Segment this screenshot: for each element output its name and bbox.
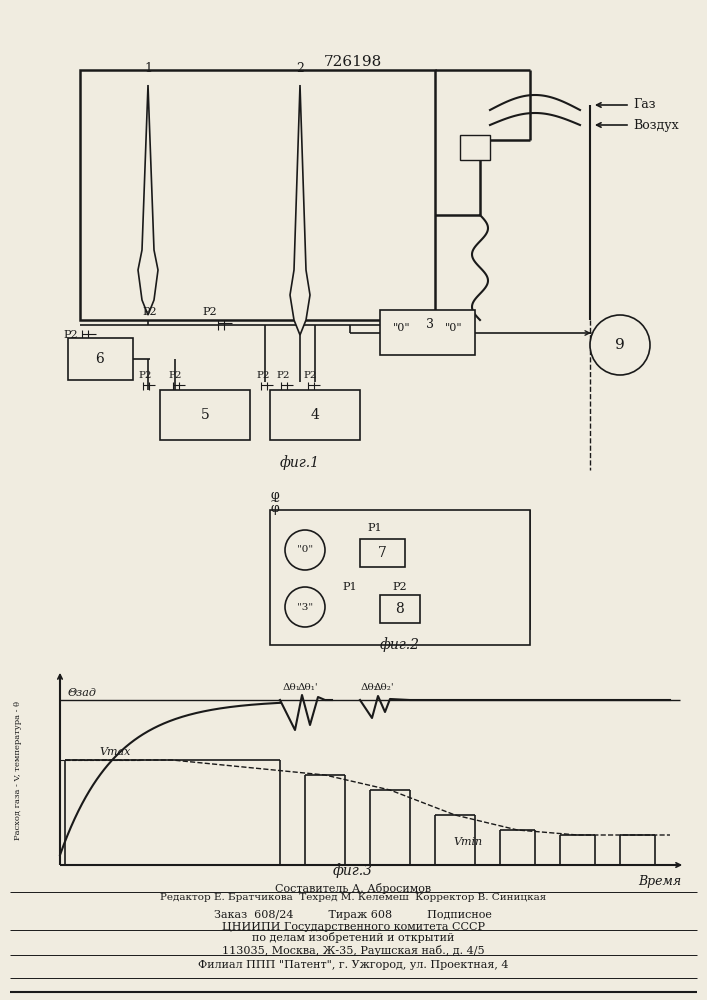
- Bar: [380, 310, 475, 355]
- Text: P1: P1: [343, 582, 357, 592]
- Text: Воздух: Воздух: [633, 118, 679, 131]
- Bar: [160, 390, 250, 440]
- Circle shape: [285, 530, 325, 570]
- Text: "3": "3": [297, 602, 313, 611]
- Text: P2: P2: [392, 582, 407, 592]
- Text: Δθ₂: Δθ₂: [361, 683, 379, 692]
- Text: φ: φ: [271, 502, 279, 515]
- Text: 5: 5: [201, 408, 209, 422]
- Polygon shape: [290, 85, 310, 335]
- Text: φ: φ: [271, 489, 279, 502]
- Bar: [460, 135, 490, 160]
- Text: Газ: Газ: [633, 98, 655, 111]
- Text: Составитель А. Абросимов: Составитель А. Абросимов: [275, 883, 431, 894]
- Text: P2: P2: [203, 307, 217, 317]
- Text: по делам изобретений и открытий: по делам изобретений и открытий: [252, 932, 454, 943]
- Bar: [270, 390, 360, 440]
- Text: Δθ₁': Δθ₁': [298, 683, 318, 692]
- Text: 4: 4: [310, 408, 320, 422]
- Text: Расход газа - V, температура - θ: Расход газа - V, температура - θ: [14, 701, 22, 840]
- Text: Vmin: Vmin: [453, 837, 482, 847]
- Text: P2: P2: [303, 371, 317, 380]
- Text: Заказ  608/24          Тираж 608          Подписное: Заказ 608/24 Тираж 608 Подписное: [214, 910, 492, 920]
- Bar: [68, 338, 133, 380]
- Text: 6: 6: [95, 352, 105, 366]
- Text: Филиал ППП "Патент", г. Ужгород, ул. Проектная, 4: Филиал ППП "Патент", г. Ужгород, ул. Про…: [198, 960, 508, 970]
- Text: Δθ₂': Δθ₂': [374, 683, 395, 692]
- Text: 3: 3: [426, 318, 434, 332]
- Text: P2: P2: [143, 307, 158, 317]
- Text: P2: P2: [139, 371, 152, 380]
- Text: "0": "0": [445, 323, 462, 333]
- Text: 8: 8: [396, 602, 404, 616]
- Text: Редактор Е. Братчикова  Техред М. Келемеш  Корректор В. Синицкая: Редактор Е. Братчикова Техред М. Келемеш…: [160, 893, 546, 902]
- Text: фиг.3: фиг.3: [333, 863, 373, 878]
- Text: 113035, Москва, Ж-35, Раушская наб., д. 4/5: 113035, Москва, Ж-35, Раушская наб., д. …: [222, 945, 484, 956]
- Text: P2: P2: [168, 371, 182, 380]
- Text: 7: 7: [378, 546, 387, 560]
- Text: P2: P2: [256, 371, 270, 380]
- Circle shape: [285, 587, 325, 627]
- Circle shape: [590, 315, 650, 375]
- Text: Δθ₁: Δθ₁: [283, 683, 301, 692]
- Text: P1: P1: [368, 523, 382, 533]
- Text: фиг.2: фиг.2: [380, 637, 420, 652]
- Polygon shape: [138, 85, 158, 315]
- Text: Vmax: Vmax: [99, 747, 131, 757]
- Bar: [80, 70, 435, 320]
- Text: P2: P2: [276, 371, 290, 380]
- Text: Время: Время: [638, 875, 682, 888]
- Text: 726198: 726198: [324, 55, 382, 69]
- Text: ~: ~: [270, 495, 280, 508]
- Text: ЦНИИПИ Государственного комитета СССР: ЦНИИПИ Государственного комитета СССР: [221, 922, 484, 932]
- Text: 9: 9: [615, 338, 625, 352]
- Text: Θзад: Θзад: [68, 688, 97, 698]
- Text: "0": "0": [393, 323, 411, 333]
- Text: 2: 2: [296, 62, 304, 75]
- Bar: [360, 539, 405, 567]
- Text: P2: P2: [64, 330, 78, 340]
- Bar: [270, 510, 530, 645]
- Text: фиг.1: фиг.1: [280, 455, 320, 470]
- Bar: [380, 595, 420, 623]
- Text: 1: 1: [144, 62, 152, 75]
- Text: "0": "0": [297, 546, 313, 554]
